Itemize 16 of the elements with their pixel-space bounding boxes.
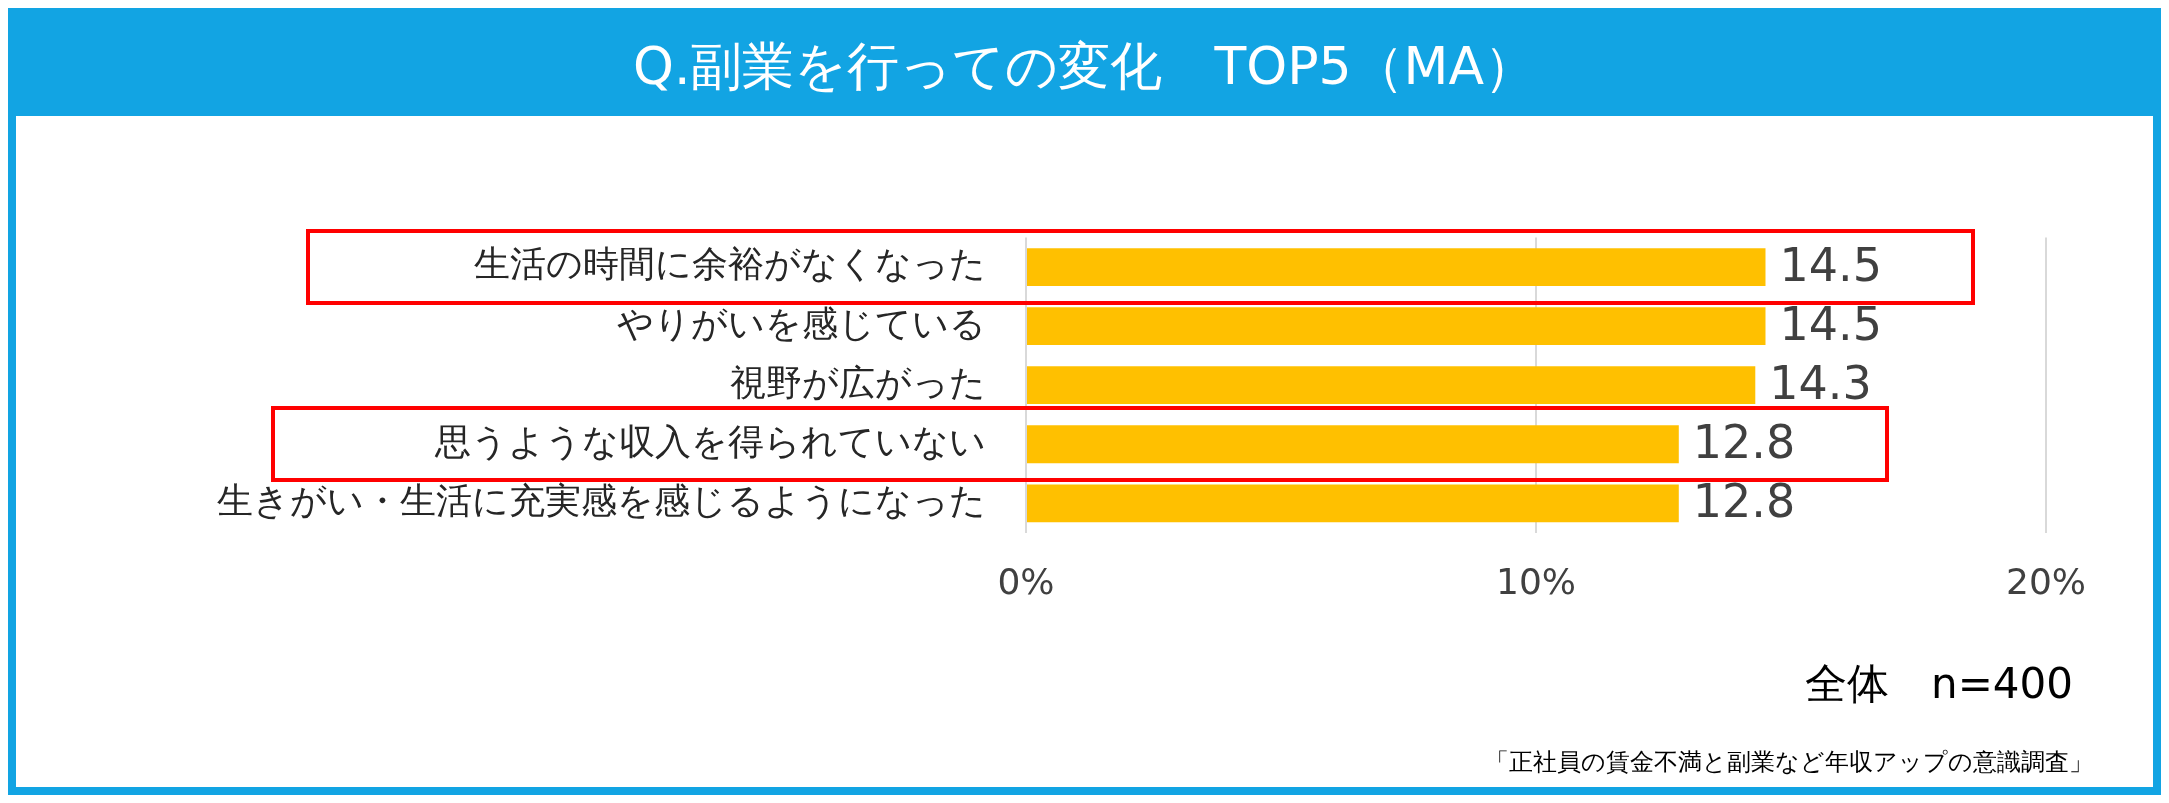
x-tick-label: 0%	[997, 560, 1055, 602]
x-tick-label: 20%	[2005, 560, 2086, 602]
y-tick-label: 生きがい・生活に充実感を感じるようになった	[217, 479, 986, 521]
y-tick-label: やりがいを感じている	[617, 302, 986, 344]
text: 全体 n=400	[1805, 658, 2073, 710]
data-label: 14.5	[1779, 297, 1882, 352]
data-label: 14.3	[1769, 356, 1872, 411]
x-tick-label: 10%	[1495, 560, 1576, 602]
data-label: 14.5	[1779, 238, 1882, 293]
data-label: 12.8	[1692, 415, 1796, 470]
text: 「正社員の賃金不満と副業など年収アップの意識調査」	[1485, 747, 2093, 778]
y-tick-label: 視野が広がった	[730, 361, 986, 403]
chart-title: Q.副業を行っての変化 TOP5（MA）	[16, 16, 2153, 116]
y-tick-label: 生活の時間に余裕がなくなった	[474, 243, 986, 285]
data-label: 12.8	[1692, 474, 1796, 529]
y-tick-label: 思うような収入を得られていない	[434, 420, 986, 462]
